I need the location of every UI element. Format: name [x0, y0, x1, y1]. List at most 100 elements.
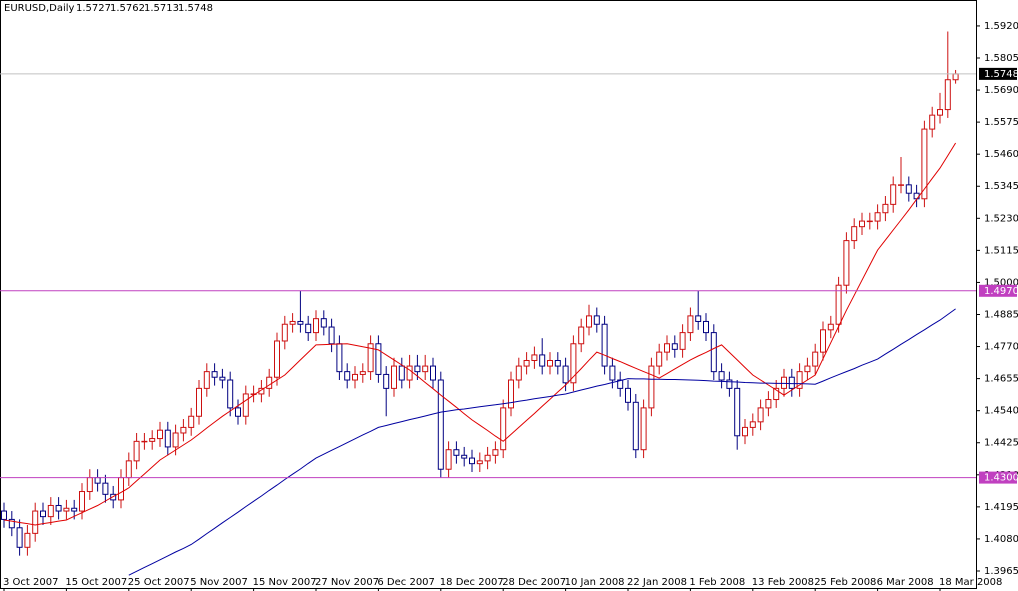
- x-tick-label: 25 Oct 2007: [128, 577, 190, 588]
- candle-body: [47, 504, 54, 518]
- candle-body: [882, 203, 889, 214]
- y-tick-label: 1.5230: [984, 213, 1018, 224]
- candle-body: [781, 376, 787, 389]
- bid-label: 1.5748: [984, 69, 1018, 80]
- candle-body: [86, 477, 93, 493]
- candle-body: [16, 527, 23, 548]
- candle-body: [601, 323, 608, 367]
- candle-body: [476, 460, 483, 465]
- candle-body: [375, 343, 382, 375]
- y-tick-label: 1.4770: [984, 342, 1018, 353]
- y-tick-label: 1.5690: [984, 85, 1018, 96]
- candle-body: [656, 351, 663, 367]
- candle-body: [367, 343, 374, 373]
- candle-body: [742, 426, 748, 437]
- candle-body: [562, 365, 569, 384]
- x-tick-label: 15 Nov 2007: [253, 577, 317, 588]
- candle-body: [188, 415, 195, 428]
- x-tick-label: 1 Feb 2008: [689, 577, 745, 588]
- candle-body: [211, 371, 218, 378]
- candle-body: [289, 320, 296, 325]
- candle-body: [547, 359, 553, 367]
- y-tick-label: 1.3965: [984, 566, 1018, 577]
- candle-body: [8, 518, 15, 529]
- candle-body: [890, 184, 897, 205]
- candle-body: [344, 371, 351, 381]
- candle-body: [297, 320, 304, 325]
- candle-body: [710, 332, 717, 373]
- candle-body: [359, 371, 366, 375]
- candle-body: [453, 449, 460, 456]
- x-tick-label: 18 Mar 2008: [939, 577, 1002, 588]
- plot-layer: [1, 31, 959, 576]
- candle-body: [313, 318, 319, 334]
- candle-body: [71, 507, 78, 512]
- candle-body: [414, 365, 421, 373]
- x-tick-label: 28 Dec 2007: [502, 577, 566, 588]
- level-label-box: [979, 284, 1017, 297]
- x-tick-label: 18 Dec 2007: [440, 577, 504, 588]
- ohlc-high: 1.5762: [110, 3, 145, 14]
- x-tick-label: 15 Oct 2007: [65, 577, 127, 588]
- candle-body: [671, 343, 678, 350]
- candle-body: [266, 376, 273, 389]
- y-tick-label: 1.5000: [984, 277, 1018, 288]
- candle-body: [125, 460, 132, 479]
- y-tick-label: 1.5920: [984, 21, 1018, 32]
- candle-body: [281, 323, 288, 342]
- candle-body: [461, 454, 468, 459]
- y-tick-label: 1.5345: [984, 181, 1018, 192]
- candle-body: [352, 373, 358, 381]
- candle-body: [820, 329, 826, 353]
- level-label: 1.4300: [984, 473, 1018, 484]
- candle-body: [141, 440, 148, 443]
- x-tick-label: 6 Mar 2008: [877, 577, 934, 588]
- candle-body: [445, 449, 452, 470]
- x-tick-label: 25 Feb 2008: [814, 577, 876, 588]
- candle-body: [149, 438, 156, 442]
- candle-body: [679, 332, 686, 350]
- candle-body: [430, 365, 436, 381]
- x-tick-label: 6 Dec 2007: [377, 577, 435, 588]
- x-tick-label: 13 Feb 2008: [752, 577, 814, 588]
- candle-body: [336, 343, 343, 373]
- candle-body: [320, 318, 327, 328]
- candle-body: [398, 365, 405, 381]
- candle-body: [242, 393, 249, 417]
- level-label: 1.4970: [984, 286, 1018, 297]
- candle-body: [734, 387, 741, 437]
- candle-body: [937, 109, 943, 116]
- candle-body: [749, 421, 756, 428]
- ohlc-low: 1.5713: [144, 3, 179, 14]
- plot-frame: [0, 0, 977, 589]
- candle-body: [718, 371, 725, 381]
- candle-body: [469, 457, 475, 465]
- candle-body: [531, 354, 538, 361]
- candle-body: [859, 220, 865, 228]
- candle-body: [492, 449, 499, 456]
- candle-body: [157, 429, 163, 440]
- y-tick-label: 1.4885: [984, 309, 1018, 320]
- ohlc-close: 1.5748: [178, 3, 213, 14]
- x-tick-label: 5 Nov 2007: [190, 577, 248, 588]
- candle-body: [554, 359, 561, 367]
- candle-body: [703, 320, 709, 334]
- candle-body: [812, 351, 819, 367]
- candle-body: [235, 407, 241, 417]
- candle-body: [55, 504, 62, 512]
- candle-body: [383, 373, 390, 389]
- candle-body: [843, 240, 850, 286]
- candle-body: [609, 365, 616, 381]
- candle-body: [617, 379, 624, 389]
- bid-label-box: [979, 67, 1017, 80]
- y-tick-label: 1.4540: [984, 406, 1018, 417]
- level-label-box: [979, 471, 1017, 484]
- candle-body: [422, 365, 429, 373]
- candle-body: [32, 510, 39, 534]
- candle-body: [664, 343, 670, 353]
- candle-body: [578, 326, 585, 345]
- candle-body: [172, 432, 179, 448]
- candle-body: [164, 429, 171, 448]
- candle-body: [94, 477, 101, 484]
